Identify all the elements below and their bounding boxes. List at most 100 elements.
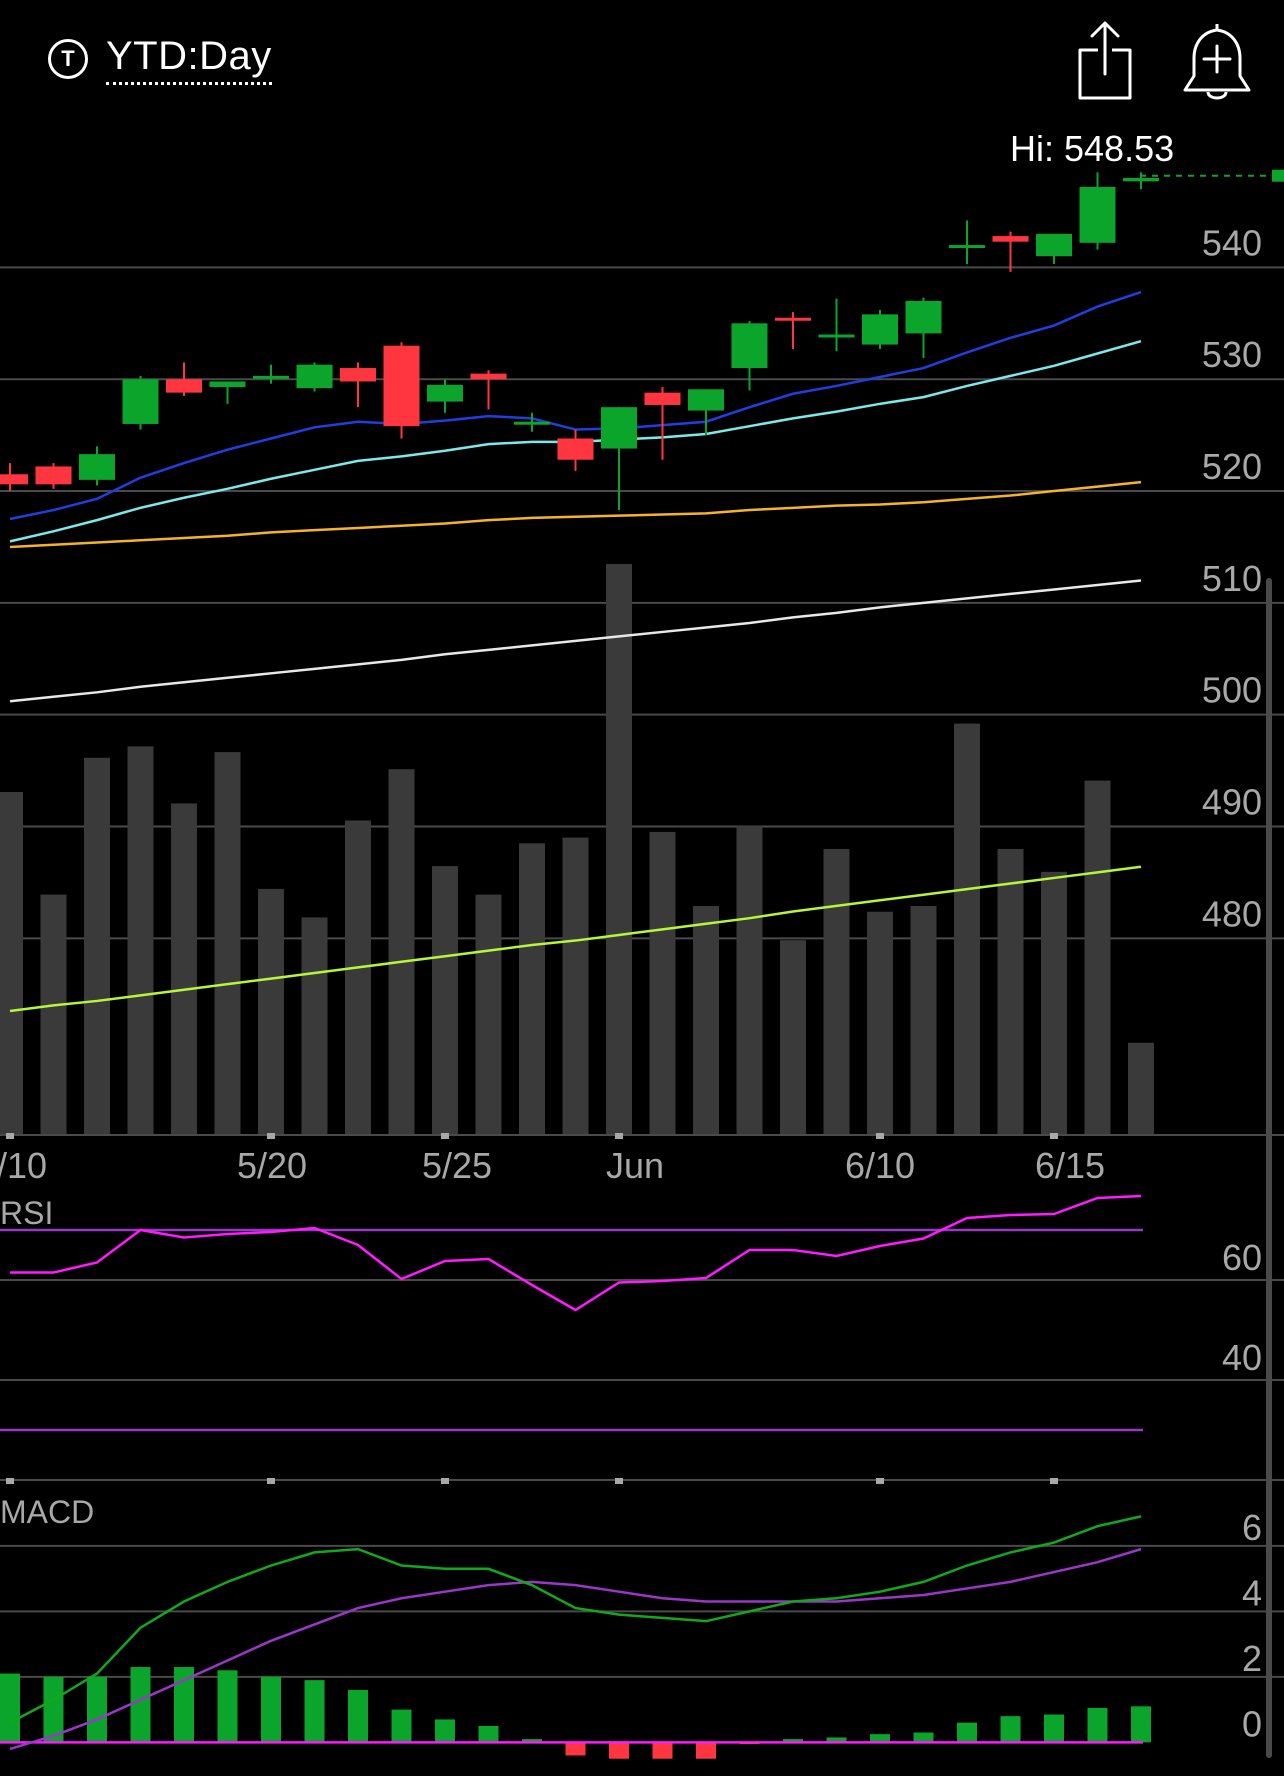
candle-down [470, 370, 507, 410]
candle-body [0, 474, 28, 485]
time-tick [6, 1133, 14, 1139]
share-button[interactable] [1074, 20, 1136, 102]
volume-bar [0, 792, 23, 1134]
volume-bar [649, 831, 676, 1134]
macd-histogram-bar [565, 1742, 586, 1756]
macd-histogram-bar [826, 1737, 847, 1743]
candle-body [122, 379, 159, 424]
macd-histogram-bar [696, 1742, 716, 1759]
candle-up [905, 297, 942, 358]
volume-bar [867, 911, 893, 1134]
candle-body [905, 300, 942, 334]
candle-down [775, 312, 811, 350]
volume-bar [127, 746, 154, 1134]
candle-body [775, 317, 811, 321]
candle-body [1123, 177, 1159, 182]
macd-tick-label: 2 [1242, 1638, 1262, 1679]
rsi-title: RSI [0, 1195, 53, 1231]
candle-body [253, 375, 289, 379]
volume-bar [693, 906, 719, 1134]
volume-bar [475, 894, 502, 1134]
macd-histogram-bar [261, 1676, 281, 1743]
macd-tick-label: 4 [1242, 1572, 1262, 1613]
candle-up [427, 379, 463, 413]
ticker-type-glyph: T [61, 46, 75, 71]
time-tick-label: Jun [606, 1145, 664, 1186]
candle-body [644, 392, 681, 405]
volume-bar [736, 826, 763, 1134]
volume-bar [823, 849, 850, 1134]
candle-body [470, 373, 507, 380]
price-tick-label: 520 [1202, 446, 1262, 487]
rsi-time-tick [441, 1478, 449, 1484]
macd-histogram-bar [609, 1742, 629, 1759]
time-tick [615, 1133, 623, 1139]
candle-down [0, 463, 28, 492]
volume-bar [214, 752, 241, 1134]
rsi-time-tick [267, 1478, 275, 1484]
candle-down [35, 463, 72, 489]
macd-tick-label: 0 [1242, 1703, 1262, 1744]
candle-down [557, 429, 594, 471]
price-tick-label: 530 [1202, 334, 1262, 375]
volume-bar [388, 769, 415, 1134]
high-price-label: Hi: 548.53 [1010, 128, 1174, 169]
time-tick-label: 6/10 [845, 1145, 915, 1186]
price-tick-label: 510 [1202, 558, 1262, 599]
macd-title: MACD [0, 1494, 94, 1530]
ticker-type-icon: T [48, 39, 88, 79]
volume-bar [1041, 871, 1067, 1134]
ma-line-orange [9, 480, 1142, 549]
candle-body [1079, 186, 1116, 243]
rsi-tick-label: 60 [1222, 1237, 1262, 1278]
volume-bar [606, 564, 632, 1134]
candle-body [35, 466, 72, 485]
volume-bar [1084, 780, 1111, 1134]
volume-bar [954, 723, 980, 1134]
time-tick-label: 6/15 [1035, 1145, 1105, 1186]
macd-histogram-bar [1087, 1707, 1108, 1743]
candle-up [1036, 233, 1072, 265]
candle-up [949, 220, 985, 265]
rsi-time-tick [6, 1478, 14, 1484]
volume-bar [997, 849, 1024, 1134]
candle-down [166, 362, 202, 396]
ma-line-blue [9, 290, 1142, 521]
macd-tick-label: 6 [1242, 1507, 1262, 1548]
price-tick-label: 480 [1202, 893, 1262, 934]
candle-up [296, 362, 333, 392]
add-alert-bell-icon [1183, 24, 1251, 100]
macd-histogram-bar [174, 1667, 194, 1743]
macd-signal-line [9, 1547, 1142, 1751]
candle-body [862, 314, 898, 345]
ma-line-white [9, 579, 1142, 703]
macd-histogram-bar [348, 1689, 368, 1743]
candle-up [514, 412, 550, 432]
candle-body [949, 245, 985, 249]
volume-bar [171, 803, 197, 1134]
rsi-time-tick [876, 1478, 884, 1484]
candle-down [340, 362, 376, 408]
chart-scrollbar[interactable] [1266, 578, 1272, 1758]
price-tick-label: 540 [1202, 222, 1262, 263]
rsi-line [10, 1194, 1142, 1312]
volume-bar [780, 940, 806, 1134]
macd-histogram-bar [783, 1739, 803, 1743]
macd-histogram-bar [1131, 1706, 1151, 1743]
volume-bar [301, 917, 328, 1134]
macd-histogram-bar [43, 1676, 64, 1743]
range-selector[interactable]: YTD:Day [106, 32, 272, 85]
candle-body [383, 345, 420, 427]
time-tick [1050, 1133, 1058, 1139]
rsi-time-tick [615, 1478, 623, 1484]
candle-body [992, 236, 1029, 242]
candle-up [862, 309, 898, 350]
macd-histogram-bar [391, 1709, 412, 1743]
candle-body [166, 379, 202, 393]
time-tick [441, 1133, 449, 1139]
macd-histogram-bar [652, 1742, 673, 1759]
add-alert-button[interactable] [1180, 20, 1254, 102]
candle-up [688, 389, 724, 436]
share-icon [1078, 21, 1132, 100]
